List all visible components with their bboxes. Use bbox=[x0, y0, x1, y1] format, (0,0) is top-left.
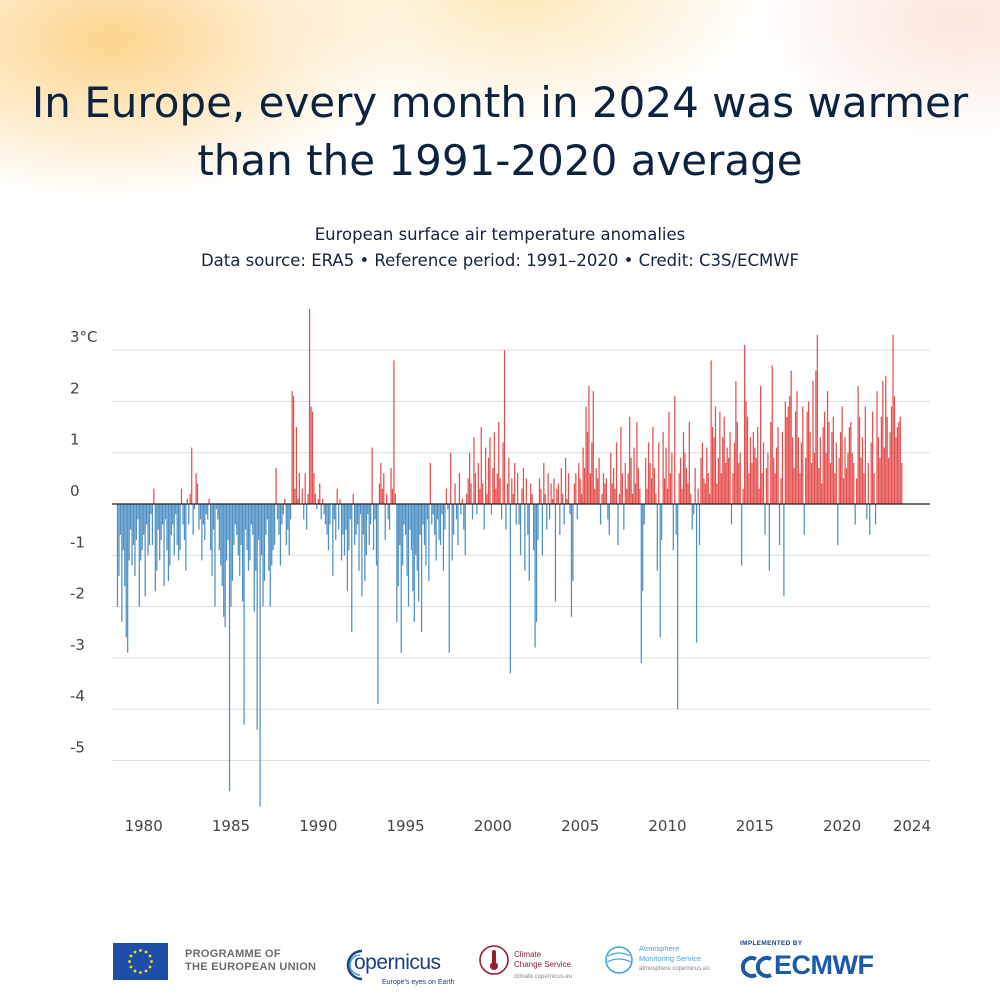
eu-star bbox=[144, 950, 148, 954]
eu-star bbox=[128, 960, 131, 963]
ecmwf-logo: IMPLEMENTED BY ECMWF bbox=[740, 939, 900, 989]
cams-name: Atmosphere Monitoring Service bbox=[639, 944, 719, 964]
eu-star bbox=[144, 969, 148, 973]
copernicus-wordmark: opernicus bbox=[354, 951, 441, 974]
climate-change-service-logo: Climate Change Service climate.copernicu… bbox=[478, 940, 588, 990]
eu-programme-label: PROGRAMME OF THE EUROPEAN UNION bbox=[185, 948, 316, 974]
c3s-name-line-1: Climate bbox=[514, 950, 542, 959]
c3s-name-line-2: Change Service bbox=[514, 960, 571, 969]
eu-star bbox=[150, 960, 153, 963]
eu-star bbox=[133, 950, 137, 954]
copernicus-c-icon bbox=[346, 949, 363, 981]
cams-name-line-2: Monitoring Service bbox=[639, 954, 702, 963]
x-tick-label: 1990 bbox=[299, 817, 337, 835]
page-title: In Europe, every month in 2024 was warme… bbox=[30, 74, 970, 190]
x-tick-label: 2010 bbox=[648, 817, 686, 835]
y-tick-label: -5 bbox=[70, 739, 85, 757]
eu-star bbox=[148, 965, 152, 969]
y-axis-tick-labels: 3°C 2 1 0 -1 -2 -3 -4 -5 bbox=[70, 328, 98, 756]
eu-star bbox=[139, 971, 142, 974]
x-tick-label: 2005 bbox=[561, 817, 599, 835]
x-tick-label: 1980 bbox=[125, 817, 163, 835]
footer-logos: PROGRAMME OF THE EUROPEAN UNION opernicu… bbox=[0, 935, 1000, 995]
ecmwf-wordmark: ECMWF bbox=[774, 950, 874, 980]
x-tick-label: 2000 bbox=[474, 817, 512, 835]
eu-star bbox=[133, 969, 137, 973]
cams-url: atmosphere.copernicus.eu bbox=[639, 966, 710, 972]
y-tick-label: -1 bbox=[70, 533, 85, 551]
c3s-name: Climate Change Service bbox=[514, 950, 584, 970]
subtitle-line-2: Data source: ERA5 • Reference period: 19… bbox=[200, 251, 800, 270]
thermometer-icon bbox=[479, 945, 509, 975]
ecmwf-wave-icon bbox=[740, 956, 772, 978]
eu-text-line-2: THE EUROPEAN UNION bbox=[185, 961, 317, 973]
atmosphere-monitoring-service-logo: Atmosphere Monitoring Service atmosphere… bbox=[603, 940, 713, 990]
y-tick-label: 0 bbox=[70, 482, 80, 500]
x-axis-tick-labels: 1980 1985 1990 1995 2000 2005 2010 2015 2020 2024 bbox=[125, 817, 931, 835]
ecmwf-implemented-by: IMPLEMENTED BY bbox=[740, 940, 803, 947]
copernicus-logo: opernicus Europe's eyes on Earth bbox=[340, 939, 455, 989]
grid-lines bbox=[112, 349, 930, 761]
x-tick-label: 1985 bbox=[212, 817, 250, 835]
atmosphere-globe-icon bbox=[605, 946, 633, 974]
eu-star bbox=[148, 954, 152, 958]
eu-star bbox=[139, 949, 142, 952]
cams-name-line-1: Atmosphere bbox=[639, 944, 680, 953]
eu-star bbox=[129, 965, 133, 969]
y-tick-label: 1 bbox=[70, 431, 80, 449]
x-tick-label: 1995 bbox=[386, 817, 424, 835]
anomaly-bars bbox=[116, 309, 903, 807]
x-tick-label: 2015 bbox=[736, 817, 774, 835]
y-tick-label: -2 bbox=[70, 585, 85, 603]
x-tick-label: 2024 bbox=[893, 817, 931, 835]
eu-star bbox=[129, 954, 133, 958]
title-line-2: than the 1991-2020 average bbox=[197, 136, 803, 185]
copernicus-tagline: Europe's eyes on Earth bbox=[382, 979, 455, 986]
y-tick-label: 3°C bbox=[70, 328, 98, 346]
eu-flag-icon bbox=[113, 943, 168, 980]
x-tick-label: 2020 bbox=[823, 817, 861, 835]
title-line-1: In Europe, every month in 2024 was warme… bbox=[31, 78, 969, 127]
y-tick-label: -4 bbox=[70, 687, 85, 705]
c3s-url: climate.copernicus.eu bbox=[514, 974, 573, 980]
subtitle-line-1: European surface air temperature anomali… bbox=[314, 225, 686, 244]
y-tick-label: -3 bbox=[70, 636, 85, 654]
eu-text-line-1: PROGRAMME OF bbox=[185, 948, 281, 960]
y-tick-label: 2 bbox=[70, 379, 80, 397]
anomaly-bar-chart: 3°C 2 1 0 -1 -2 -3 -4 -5 1980 1985 1990 1995 2000 200… bbox=[70, 309, 931, 835]
chart-subtitle: European surface air temperature anomali… bbox=[50, 222, 950, 274]
